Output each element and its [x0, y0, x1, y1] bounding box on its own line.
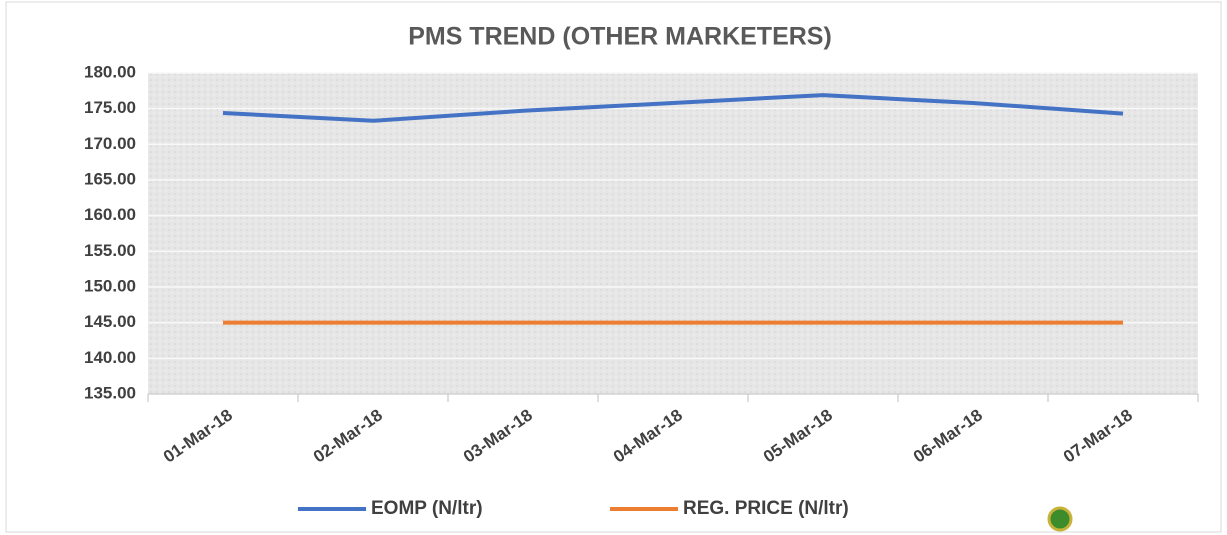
logo — [1047, 506, 1073, 532]
line-series — [222, 93, 1124, 123]
y-tick-label: 175.00 — [84, 98, 136, 117]
y-tick-label: 170.00 — [84, 134, 136, 153]
y-tick-label: 150.00 — [84, 276, 136, 295]
y-tick-label: 135.00 — [84, 383, 136, 402]
plot-area — [148, 73, 1198, 394]
legend-label: REG. PRICE (N/ltr) — [683, 498, 849, 519]
y-tick-label: 140.00 — [84, 348, 136, 367]
y-tick-label: 145.00 — [84, 312, 136, 331]
legend-label: EOMP (N/ltr) — [371, 498, 483, 519]
y-tick-label: 155.00 — [84, 241, 136, 260]
y-tick-label: 180.00 — [84, 62, 136, 81]
y-tick-label: 160.00 — [84, 205, 136, 224]
chart-title: PMS TREND (OTHER MARKETERS) — [408, 23, 832, 51]
y-tick-label: 165.00 — [84, 169, 136, 188]
